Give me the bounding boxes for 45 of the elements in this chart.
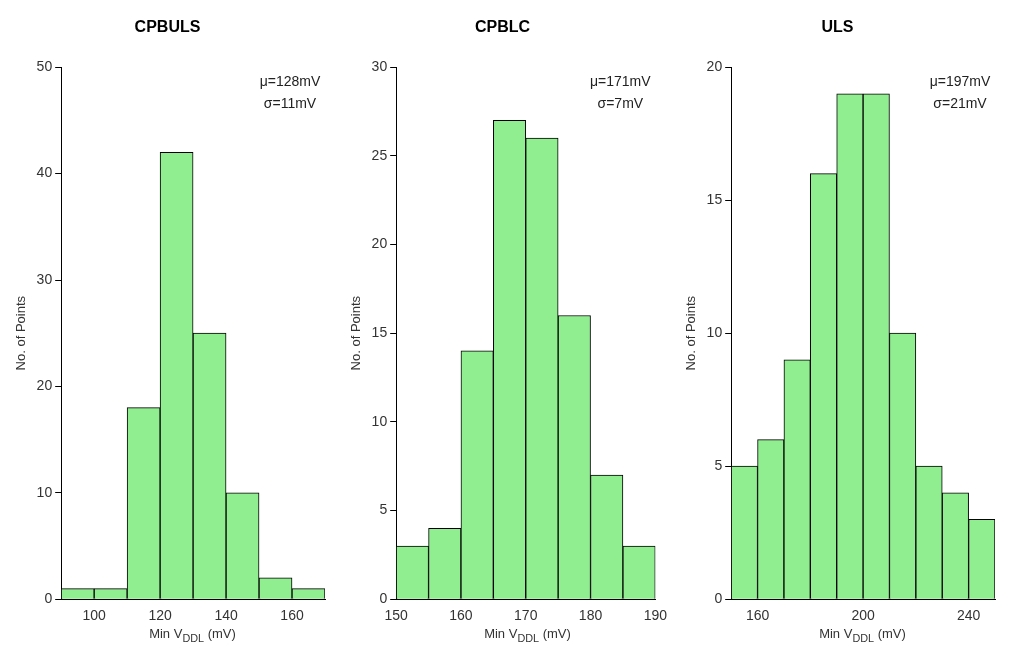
y-axis-title: No. of Points: [683, 295, 699, 371]
y-tick-label: 0: [379, 590, 388, 607]
y-tick-label: 20: [706, 58, 723, 75]
y-tick-label: 5: [714, 457, 723, 474]
annotation: μ=128mV: [259, 73, 321, 90]
y-tick-label: 40: [36, 164, 53, 181]
x-tick-label: 190: [643, 607, 668, 624]
x-axis-title: Min V$_{DDL}$ (mV): [818, 626, 907, 644]
x-tick-label: 160: [745, 607, 770, 624]
y-tick-label: 0: [714, 590, 723, 607]
y-tick-label: 15: [706, 191, 723, 208]
x-axis-title: Min V$_{DDL}$ (mV): [148, 626, 237, 644]
annotation: σ=7mV: [597, 95, 644, 112]
y-tick-label: 30: [36, 270, 53, 287]
x-tick-label: 140: [214, 607, 238, 624]
x-tick-label: 160: [280, 607, 304, 624]
chart-title: CPBULS: [134, 18, 201, 36]
y-tick-label: 10: [371, 412, 388, 429]
annotation: σ=11mV: [263, 95, 317, 112]
chart-title: CPBLC: [474, 18, 531, 36]
y-tick-label: 30: [371, 58, 388, 75]
x-tick-label: 240: [956, 607, 981, 624]
x-tick-label: 180: [578, 607, 603, 624]
x-tick-label: 170: [514, 607, 538, 624]
y-tick-label: 20: [36, 377, 53, 394]
x-tick-label: 120: [148, 607, 172, 624]
x-tick-label: 200: [851, 607, 875, 624]
y-tick-label: 10: [706, 324, 723, 341]
y-tick-label: 25: [371, 146, 388, 163]
annotation: μ=171mV: [590, 73, 652, 90]
x-tick-label: 100: [82, 607, 107, 624]
y-tick-label: 10: [36, 483, 53, 500]
y-tick-label: 20: [371, 235, 388, 252]
x-tick-label: 160: [449, 607, 473, 624]
y-axis-title: No. of Points: [348, 295, 364, 371]
y-tick-label: 15: [371, 324, 388, 341]
chart-title: ULS: [821, 18, 854, 36]
x-tick-label: 150: [384, 607, 409, 624]
annotation: μ=197mV: [929, 73, 991, 90]
y-tick-label: 5: [379, 501, 388, 518]
y-axis-title: No. of Points: [13, 295, 29, 371]
y-tick-label: 0: [44, 590, 53, 607]
y-tick-label: 50: [36, 58, 53, 75]
annotation: σ=21mV: [933, 95, 988, 112]
x-axis-title: Min V$_{DDL}$ (mV): [483, 626, 572, 644]
